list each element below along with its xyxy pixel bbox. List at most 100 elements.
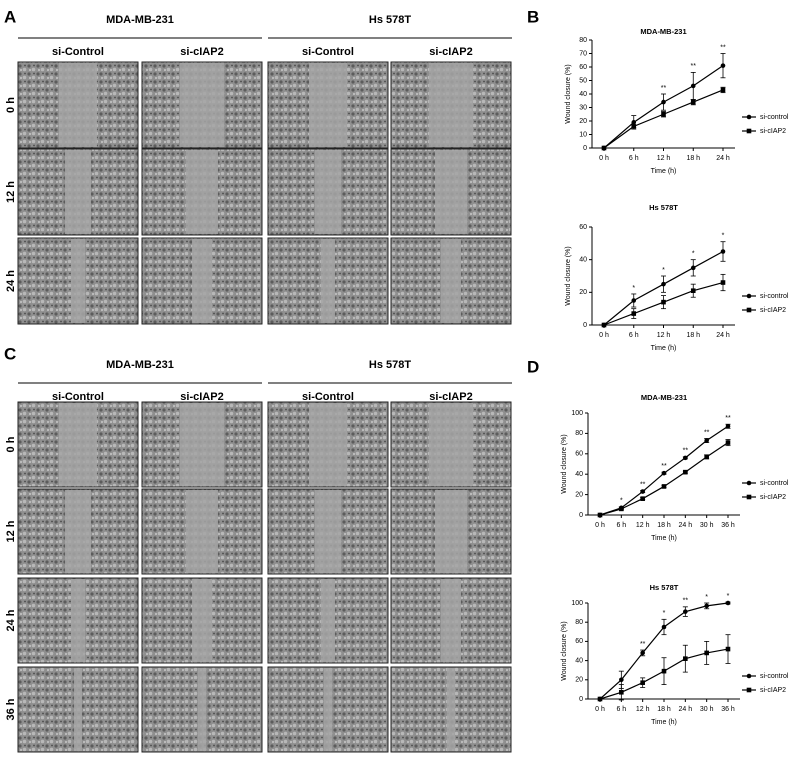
marker [704,603,709,609]
y-tick-label: 40 [579,257,587,264]
significance-label: ** [683,598,689,605]
x-tick-label: 0 h [595,706,605,713]
marker [619,506,624,512]
marker [690,83,696,89]
legend-marker [746,494,752,500]
marker [640,680,645,685]
y-tick-label: 80 [579,37,587,44]
legend-label: si-control [760,673,789,680]
significance-label: * [662,267,665,274]
significance-label: ** [661,85,667,92]
y-tick-label: 0 [583,145,587,152]
x-axis-label: Time (h) [651,168,677,175]
marker [661,111,666,117]
marker [725,600,731,606]
x-axis-label: Time (h) [651,719,677,726]
row-label: 12 h [5,181,17,203]
x-axis-label: Time (h) [651,535,677,542]
wound-gap [321,579,335,662]
group-header: MDA-MB-231 [106,359,174,371]
row-label: 24 h [5,609,17,631]
row-label: 0 h [5,436,17,452]
y-axis-label: Wound closure (%) [565,64,572,123]
wound-gap [309,403,347,486]
wound-gap [186,150,218,234]
marker [661,484,667,489]
y-axis-label: Wound closure (%) [561,621,568,680]
legend-label: si-control [760,114,789,121]
marker [661,281,666,287]
wound-gap [65,490,91,573]
significance-label: * [632,285,635,292]
significance-label: ** [720,44,726,51]
legend-label: si-control [760,293,789,300]
x-tick-label: 18 h [686,332,700,339]
column-header: si-Control [302,46,354,58]
x-tick-label: 30 h [700,706,714,713]
wound-gap [198,668,206,751]
wound-gap [71,579,85,662]
significance-label: ** [661,463,667,470]
marker [631,120,637,125]
legend-marker [746,307,752,313]
row-label: 36 h [5,698,17,720]
marker [601,145,607,151]
legend-label: si-cIAP2 [760,128,786,135]
legend-marker [746,673,752,679]
wound-gap [429,403,473,486]
y-tick-label: 40 [575,471,583,478]
x-tick-label: 12 h [636,706,650,713]
y-tick-label: 80 [575,619,583,626]
column-header: si-Control [302,391,354,403]
marker [704,438,709,443]
y-tick-label: 20 [575,677,583,684]
marker [720,87,726,93]
legend-label: si-cIAP2 [760,494,786,501]
marker [683,455,688,461]
marker [640,489,645,494]
y-tick-label: 30 [579,104,587,111]
marker [631,311,637,316]
y-tick-label: 20 [579,289,587,296]
x-tick-label: 18 h [657,522,671,529]
legend-label: si-cIAP2 [760,307,786,314]
column-header: si-cIAP2 [180,391,223,403]
marker [661,624,667,630]
y-tick-label: 60 [575,451,583,458]
panel-label: A [4,7,16,26]
x-tick-label: 36 h [721,706,735,713]
significance-label: * [663,610,666,617]
x-tick-label: 6 h [616,706,626,713]
x-tick-label: 18 h [686,155,700,162]
wound-gap [59,403,97,486]
chart-title: MDA-MB-231 [641,393,687,402]
panel-label: D [527,357,539,376]
marker [631,124,637,129]
wound-gap [180,403,224,486]
x-tick-label: 6 h [629,332,639,339]
marker [683,469,688,475]
x-tick-label: 0 h [595,522,605,529]
marker [619,689,624,695]
marker [704,454,709,460]
x-tick-label: 0 h [599,155,609,162]
y-axis-label: Wound closure (%) [565,246,572,305]
wound-gap [74,668,82,751]
significance-label: * [692,251,695,258]
x-tick-label: 24 h [679,522,693,529]
marker [683,656,688,661]
marker [661,470,667,476]
y-tick-label: 60 [579,224,587,231]
y-axis-label: Wound closure (%) [561,434,568,493]
y-tick-label: 20 [579,118,587,125]
x-tick-label: 24 h [679,706,693,713]
column-header: si-Control [52,46,104,58]
x-tick-label: 30 h [700,522,714,529]
marker [661,668,667,674]
wound-gap [441,239,461,323]
legend-marker [746,480,752,486]
legend-marker [746,687,752,693]
wound-gap [186,490,218,573]
marker [720,249,726,254]
panel-label: B [527,7,539,26]
